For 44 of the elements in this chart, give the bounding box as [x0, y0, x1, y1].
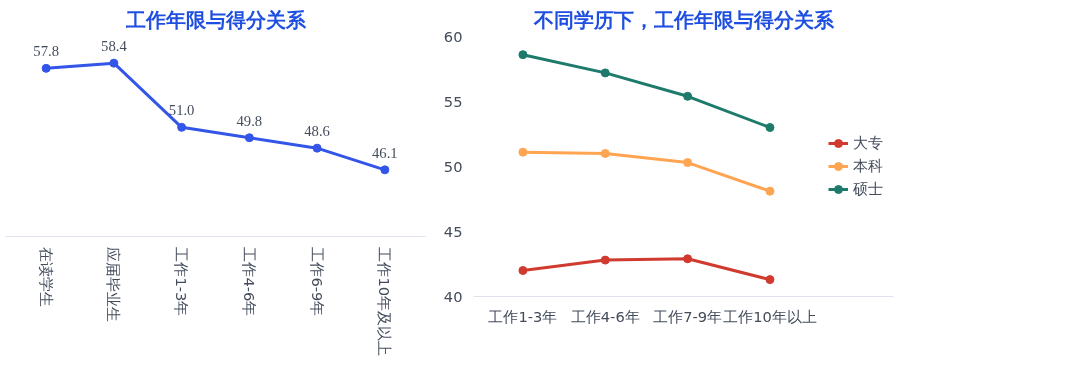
y-tick-label: 55 [443, 92, 463, 110]
data-label: 49.8 [236, 112, 263, 129]
point [518, 147, 528, 157]
x-tick-label: 工作10年及以上 [376, 247, 394, 357]
legend-label: 大专 [853, 133, 883, 153]
y-tick-label: 45 [443, 222, 463, 240]
point [244, 133, 254, 143]
x-tick-label: 工作6-9年 [308, 247, 326, 317]
x-tick-label: 工作1-3年 [173, 247, 191, 317]
point [683, 158, 693, 168]
point [518, 266, 528, 275]
point [518, 50, 528, 60]
y-tick-label: 60 [443, 27, 463, 45]
point [177, 122, 187, 132]
point [600, 255, 610, 265]
point [600, 149, 610, 158]
data-label: 46.1 [372, 144, 398, 161]
x-tick-label: 应届毕业生 [105, 247, 123, 323]
data-label: 48.6 [304, 123, 330, 140]
y-tick-label: 50 [443, 157, 463, 175]
point [380, 165, 390, 175]
point [41, 63, 51, 73]
x-tick-label: 工作4-6年 [570, 307, 640, 325]
point [765, 123, 775, 132]
x-tick-label: 工作4-6年 [240, 247, 258, 317]
point [312, 143, 322, 153]
chart-title: 工作年限与得分关系 [124, 7, 307, 32]
point [765, 186, 775, 196]
x-tick-label: 在读学生 [37, 247, 55, 308]
legend-label: 本科 [853, 156, 883, 176]
chart-title: 不同学历下，工作年限与得分关系 [532, 7, 835, 32]
point [600, 68, 610, 78]
y-tick-label: 40 [443, 287, 463, 305]
legend-label: 硕士 [853, 179, 883, 199]
data-label: 58.4 [101, 38, 128, 55]
x-tick-label: 工作7-9年 [653, 307, 723, 325]
x-tick-label: 工作1-3年 [488, 307, 558, 325]
point [109, 58, 119, 68]
point [765, 275, 775, 285]
x-tick-label: 工作10年以上 [723, 307, 817, 325]
point [683, 254, 693, 264]
data-label: 57.8 [33, 43, 59, 60]
data-label: 51.0 [168, 102, 195, 119]
point [683, 91, 693, 101]
